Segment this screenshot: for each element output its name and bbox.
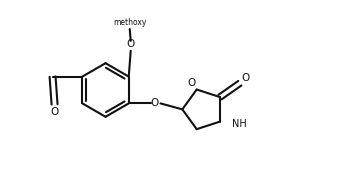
Text: O: O xyxy=(150,98,159,108)
Text: NH: NH xyxy=(232,119,247,129)
Text: methoxy: methoxy xyxy=(113,17,147,27)
Text: O: O xyxy=(188,78,196,88)
Text: O: O xyxy=(242,73,250,83)
Text: O: O xyxy=(50,107,59,117)
Text: O: O xyxy=(127,39,135,49)
